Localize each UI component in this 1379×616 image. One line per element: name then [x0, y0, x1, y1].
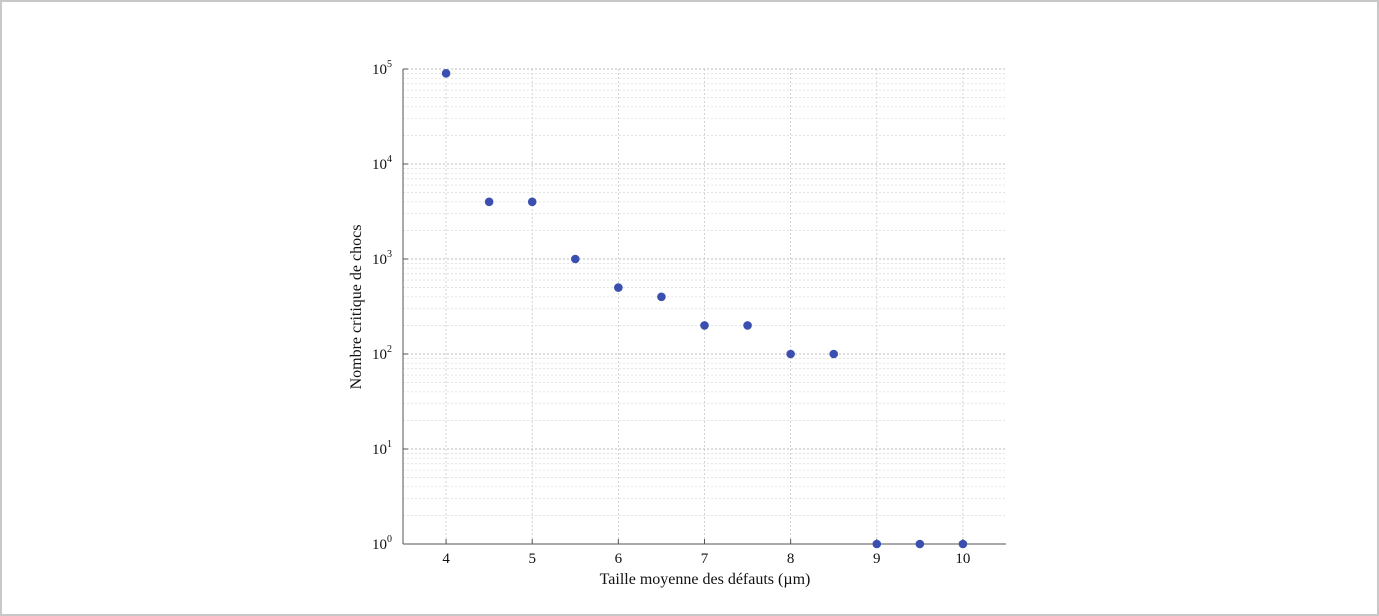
- x-tick-label: 10: [955, 551, 970, 567]
- data-point: [829, 349, 839, 359]
- x-tick-label: 6: [615, 551, 623, 567]
- data-point: [786, 349, 795, 359]
- y-tick-labels: 100 101 102 103 104 105: [372, 59, 392, 553]
- x-tick-label: 8: [787, 551, 795, 567]
- data-point: [570, 254, 580, 264]
- data-point: [700, 321, 709, 330]
- data-point: [915, 539, 925, 549]
- x-tick-label: 4: [442, 551, 450, 567]
- x-tick-label: 9: [873, 551, 881, 567]
- data-point: [484, 197, 494, 207]
- data-point: [743, 321, 752, 330]
- y-axis-label: Nombre critique de chocs: [348, 225, 365, 390]
- y-tick-label: 105: [372, 59, 392, 78]
- data-point: [872, 539, 882, 549]
- data-point: [657, 292, 666, 302]
- y-tick-label: 103: [372, 249, 392, 268]
- x-tick-label: 7: [701, 551, 709, 567]
- data-point: [527, 197, 537, 207]
- x-axis-label: Taille moyenne des défauts (µm): [600, 571, 811, 588]
- grid-lines: [403, 68, 1006, 545]
- data-point: [958, 539, 968, 549]
- data-point: [614, 283, 623, 292]
- x-tick-label: 5: [528, 551, 536, 567]
- data-point: [441, 69, 451, 78]
- y-tick-label: 101: [372, 439, 392, 458]
- y-tick-label: 100: [372, 534, 392, 553]
- y-tick-label: 104: [372, 154, 392, 173]
- y-tick-label: 102: [372, 344, 392, 363]
- x-tick-labels: 4 5 6 7 8 9 10: [442, 551, 970, 567]
- data-points: [441, 69, 968, 549]
